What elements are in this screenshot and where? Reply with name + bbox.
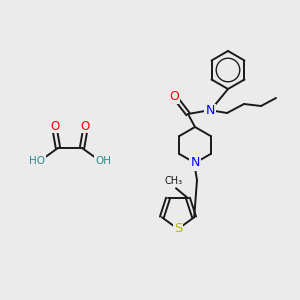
Text: O: O <box>80 119 90 133</box>
Text: N: N <box>190 157 200 169</box>
Text: CH₃: CH₃ <box>165 176 183 186</box>
Text: OH: OH <box>95 156 111 166</box>
Text: S: S <box>174 223 182 236</box>
Text: HO: HO <box>29 156 45 166</box>
Text: N: N <box>205 104 215 118</box>
Text: O: O <box>169 89 179 103</box>
Text: O: O <box>50 119 60 133</box>
